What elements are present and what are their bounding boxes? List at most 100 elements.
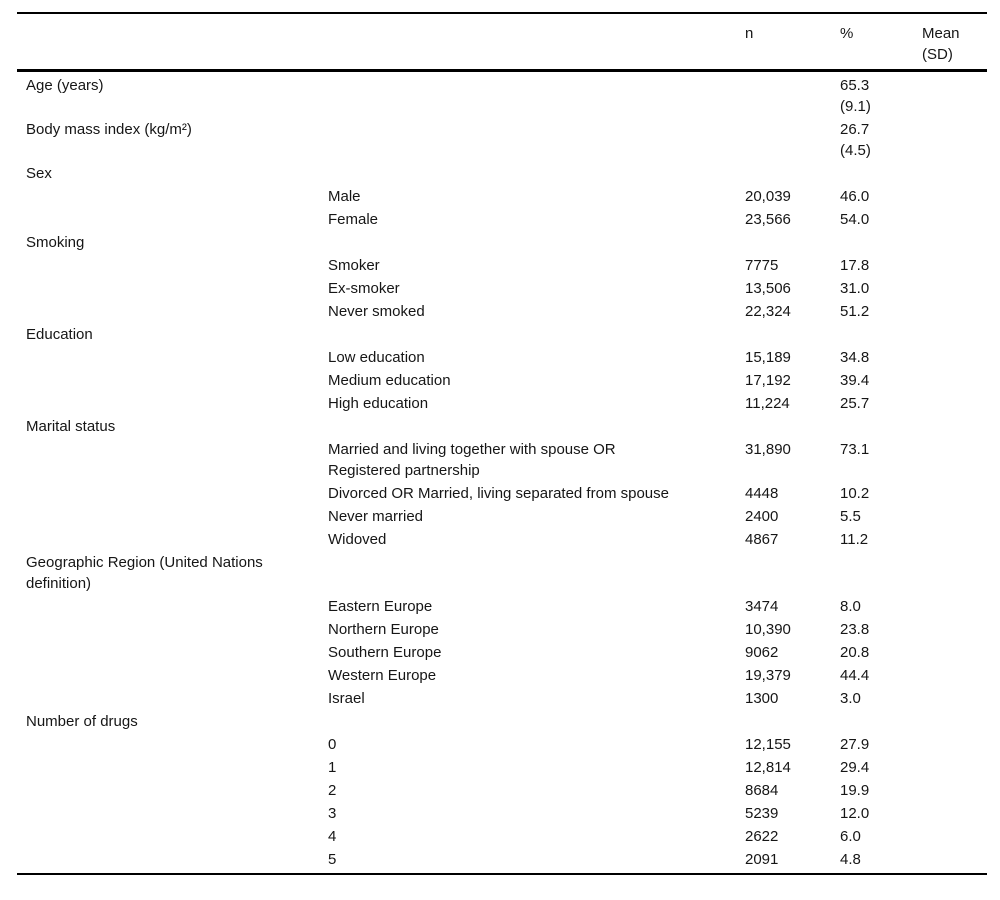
row-n-value: 10,390 (745, 621, 791, 638)
header-category-cell (17, 14, 328, 72)
row-percent-value (840, 710, 922, 733)
row-n-value (745, 118, 840, 162)
row-category-cell (17, 369, 328, 392)
row-percent-value: 19.9 (840, 782, 870, 799)
row-item-cell: Israel (328, 690, 365, 707)
row-item-cell (328, 551, 745, 595)
table-header: n % Mean (SD) (17, 14, 987, 72)
row-category-cell (17, 346, 328, 369)
row-n-value: 9062 (745, 644, 779, 661)
row-item-cell: Divorced OR Married, living separated fr… (328, 485, 669, 502)
row-mean-sd-value (922, 392, 987, 415)
row-n-value: 1300 (745, 690, 779, 707)
table-row: 4 2622 6.0 (17, 825, 987, 848)
row-percent-value: 11.2 (840, 531, 869, 548)
row-n-value (745, 710, 840, 733)
table-row: Medium education 17,192 39.4 (17, 369, 987, 392)
row-percent-value (840, 231, 922, 254)
row-mean-sd-value (922, 415, 987, 438)
row-category-cell: Age (years) (26, 77, 104, 94)
row-mean-sd-value (922, 346, 987, 369)
table-row: Low education 15,189 34.8 (17, 346, 987, 369)
header-percent-label: % (840, 14, 922, 72)
table-row: Education (17, 323, 987, 346)
row-n-value: 12,814 (745, 759, 791, 776)
row-percent-value: 4.8 (840, 851, 861, 868)
row-n-value: 7775 (745, 257, 779, 274)
row-percent-value (840, 415, 922, 438)
row-n-value: 15,189 (745, 349, 791, 366)
row-mean-sd-value (922, 369, 987, 392)
row-mean-sd-value (922, 71, 987, 119)
row-category-cell (17, 595, 328, 618)
header-n-label: n (745, 14, 840, 72)
row-mean-sd-value (922, 733, 987, 756)
table-row: Marital status (17, 415, 987, 438)
row-item-cell (328, 710, 745, 733)
summary-table: n % Mean (SD) Age (years) 65.3 (9.1) Body … (17, 14, 987, 873)
row-category-cell (17, 733, 328, 756)
table-row: 1 12,814 29.4 (17, 756, 987, 779)
row-category-cell (17, 392, 328, 415)
table-row: Number of drugs (17, 710, 987, 733)
row-item-cell: Smoker (328, 257, 380, 274)
row-n-value (745, 323, 840, 346)
row-n-value: 22,324 (745, 303, 791, 320)
row-category-cell (17, 687, 328, 710)
row-category-cell: Education (26, 326, 93, 343)
row-n-value: 17,192 (745, 372, 791, 389)
row-percent-value: 17.8 (840, 257, 870, 274)
row-item-cell: Male (328, 188, 361, 205)
row-item-cell: Widoved (328, 531, 387, 548)
row-percent-value: 3.0 (840, 690, 861, 707)
row-percent-value: 25.7 (840, 395, 870, 412)
row-item-cell (328, 162, 745, 185)
table-row: Female 23,566 54.0 (17, 208, 987, 231)
descriptive-statistics-table: n % Mean (SD) Age (years) 65.3 (9.1) Body … (17, 12, 987, 875)
row-item-cell: Northern Europe (328, 621, 439, 638)
table-row: 3 5239 12.0 (17, 802, 987, 825)
table-row: Eastern Europe 3474 8.0 (17, 595, 987, 618)
row-item-cell: 0 (328, 736, 337, 753)
row-category-cell (17, 779, 328, 802)
table-row: Ex-smoker 13,506 31.0 (17, 277, 987, 300)
row-item-cell: Never married (328, 508, 424, 525)
row-n-value: 4448 (745, 485, 779, 502)
row-n-value: 2091 (745, 851, 779, 868)
row-n-value: 3474 (745, 598, 779, 615)
table-row: Widoved 4867 11.2 (17, 528, 987, 551)
row-category-cell: Body mass index (kg/m²) (26, 121, 192, 138)
row-item-cell: Medium education (328, 372, 451, 389)
row-item-cell (328, 323, 745, 346)
row-mean-sd-value (922, 277, 987, 300)
row-mean-sd-value (922, 300, 987, 323)
row-percent-value (840, 323, 922, 346)
row-percent-value: 44.4 (840, 667, 870, 684)
row-item-cell: 4 (328, 828, 337, 845)
row-item-cell: Married and living together with spouse … (328, 441, 616, 479)
row-category-cell (17, 208, 328, 231)
row-mean-sd-value (922, 551, 987, 595)
table-row: Western Europe 19,379 44.4 (17, 664, 987, 687)
row-mean-sd-value (922, 505, 987, 528)
table-row: High education 11,224 25.7 (17, 392, 987, 415)
row-mean-sd-value (922, 595, 987, 618)
table-row: Smoking (17, 231, 987, 254)
table-row: Southern Europe 9062 20.8 (17, 641, 987, 664)
table-body: Age (years) 65.3 (9.1) Body mass index (kg… (17, 71, 987, 874)
row-category-cell (17, 300, 328, 323)
row-item-cell: 5 (328, 851, 337, 868)
row-mean-sd-value (922, 710, 987, 733)
row-mean-sd-value (922, 162, 987, 185)
row-item-cell (328, 415, 745, 438)
table-row: 5 2091 4.8 (17, 848, 987, 873)
row-category-cell (17, 641, 328, 664)
row-percent-value (840, 162, 922, 185)
row-item-cell: Southern Europe (328, 644, 442, 661)
row-n-value (745, 231, 840, 254)
row-percent-value: 23.8 (840, 621, 870, 638)
row-mean-sd-value (922, 802, 987, 825)
row-n-value: 5239 (745, 805, 779, 822)
row-n-value (745, 71, 840, 119)
row-mean-sd-value (922, 641, 987, 664)
